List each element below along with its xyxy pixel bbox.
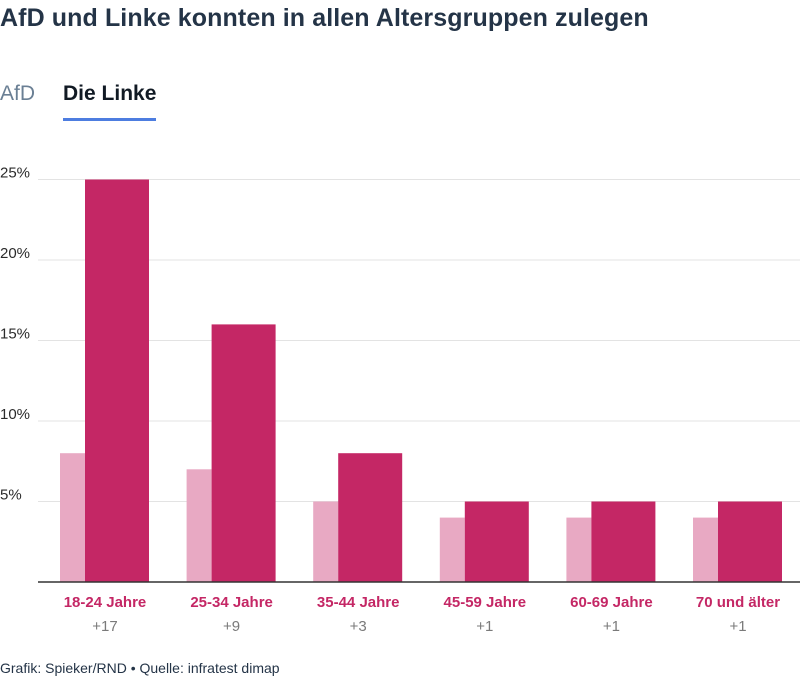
x-category-label: 45-59 Jahre <box>444 594 527 611</box>
x-category-label: 70 und älter <box>696 594 780 611</box>
y-tick-label: 20% <box>0 245 30 262</box>
x-category-label: 25-34 Jahre <box>190 594 273 611</box>
bar-previous <box>566 517 592 582</box>
bar-current <box>718 501 782 582</box>
y-tick-label: 10% <box>0 406 30 423</box>
source-credit: Grafik: Spieker/RND • Quelle: infratest … <box>0 660 280 676</box>
bar-previous <box>186 469 212 582</box>
party-tabs: AfD Die Linke <box>0 78 184 123</box>
bar-current <box>464 501 529 582</box>
y-tick-label: 15% <box>0 326 30 343</box>
y-tick-label: 25% <box>0 165 30 182</box>
bar-current <box>591 501 656 582</box>
change-label: +17 <box>92 618 117 635</box>
bar-previous <box>313 501 339 582</box>
bar-current <box>338 453 403 582</box>
change-label: +1 <box>476 618 493 635</box>
tab-die-linke[interactable]: Die Linke <box>63 78 157 121</box>
bar-previous <box>439 517 465 582</box>
change-label: +9 <box>223 618 240 635</box>
x-category-label: 35-44 Jahre <box>317 594 400 611</box>
bar-previous <box>693 517 718 582</box>
bar-previous <box>60 453 85 582</box>
bar-current <box>85 179 149 582</box>
x-category-label: 18-24 Jahre <box>64 594 147 611</box>
x-category-label: 60-69 Jahre <box>570 594 653 611</box>
change-label: +3 <box>350 618 367 635</box>
bar-chart: 5% 10% 15% 20% 25% 18-24 Jahre +17 25-34 Jahre +… <box>0 165 800 635</box>
change-label: +1 <box>729 618 746 635</box>
chart-title: AfD und Linke konnten in allen Altersgru… <box>0 4 649 32</box>
bar-current <box>211 324 276 582</box>
change-label: +1 <box>603 618 620 635</box>
y-tick-label: 5% <box>0 487 22 504</box>
tab-afd[interactable]: AfD <box>0 82 36 105</box>
